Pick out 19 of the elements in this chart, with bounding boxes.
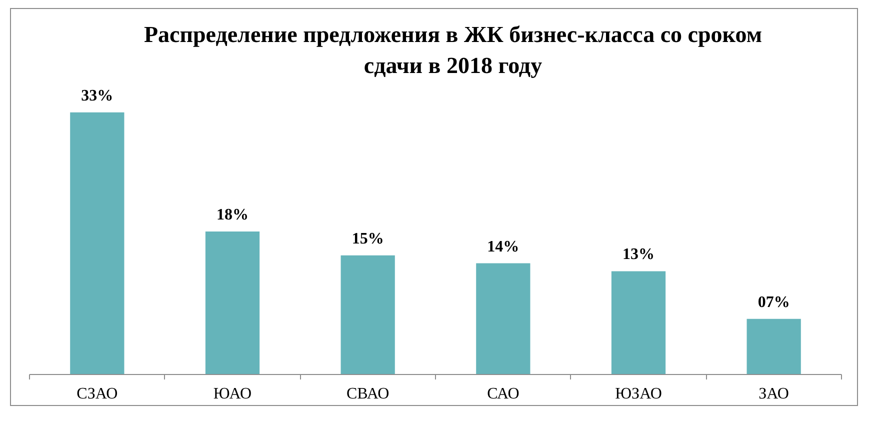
bar (205, 232, 260, 374)
chart-title: Распределение предложения в ЖК бизнес-класса со сроком сдачи в 2018 году (144, 21, 762, 80)
x-tick-label: ЗАО (758, 386, 789, 402)
bar (70, 112, 124, 374)
x-tick-label: СЗАО (76, 386, 118, 402)
x-tick-label: СВАО (346, 386, 390, 402)
bar (340, 255, 395, 374)
x-tick-label: ЮАО (213, 386, 252, 402)
data-label: 07% (758, 294, 790, 311)
data-label: 18% (216, 206, 248, 224)
x-tick-label: САО (487, 386, 520, 402)
bar (476, 263, 530, 374)
data-label: 14% (487, 238, 520, 256)
data-label: 15% (352, 230, 384, 248)
bar (611, 271, 666, 374)
bar (746, 318, 801, 374)
x-tick-label: ЮЗАО (615, 386, 662, 402)
data-label: 33% (81, 87, 114, 104)
data-label: 13% (622, 246, 654, 264)
